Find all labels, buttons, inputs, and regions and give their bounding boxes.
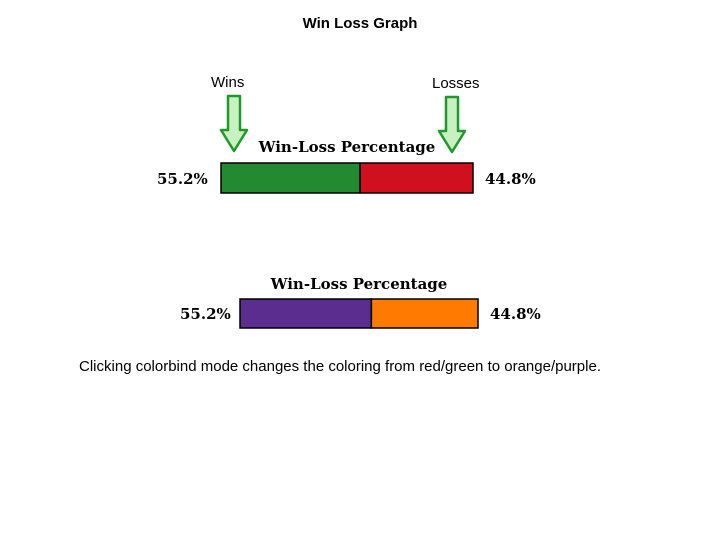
slide-title: Win Loss Graph [302,15,418,32]
wins-callout-label: Wins [211,74,245,91]
losses-arrow-icon [437,95,467,154]
chart-title: Win-Loss Percentage [258,138,436,156]
wins-percentage-label: 55.2% [180,305,231,323]
bar-segment-losses [359,162,474,194]
win-loss-bar [220,162,474,194]
bar-segment-losses [370,298,479,329]
bar-segment-wins [220,162,361,194]
losses-callout-label: Losses [432,75,480,92]
bar-segment-wins [239,298,373,329]
caption: Clicking colorbind mode changes the colo… [79,358,601,375]
losses-percentage-label: 44.8% [485,170,536,188]
losses-percentage-label: 44.8% [490,305,541,323]
win-loss-bar [239,298,479,329]
chart-title: Win-Loss Percentage [270,275,448,293]
wins-percentage-label: 55.2% [157,170,208,188]
wins-arrow-icon [219,94,249,153]
